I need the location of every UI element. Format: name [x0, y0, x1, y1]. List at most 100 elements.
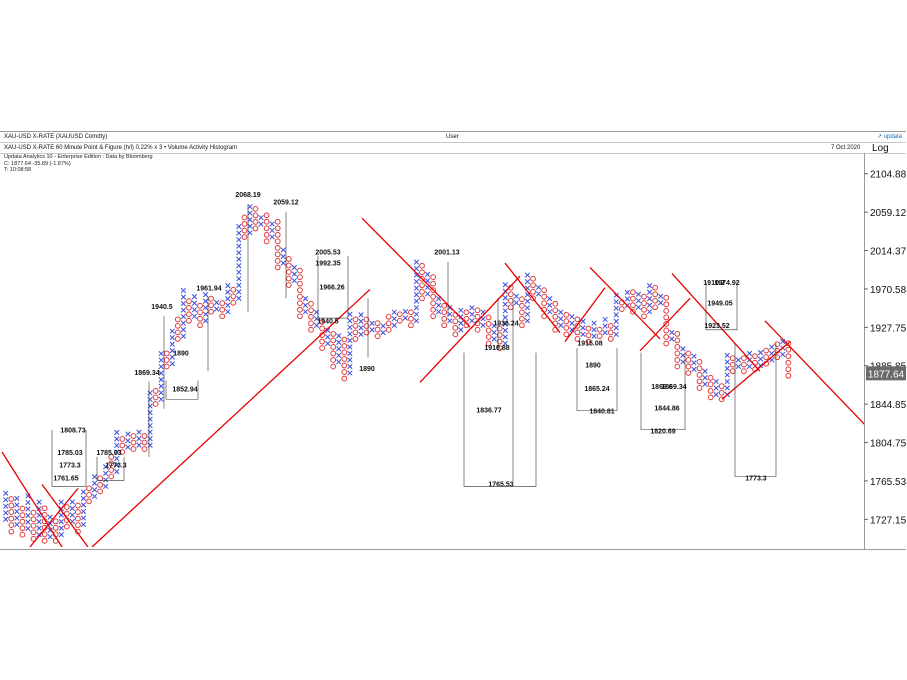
o-box [374, 320, 381, 327]
o-box [274, 238, 281, 245]
x-box [47, 534, 53, 540]
x-box [236, 289, 242, 295]
o-box [108, 454, 115, 460]
x-box [347, 318, 353, 324]
x-box [236, 236, 242, 243]
title-bar: XAU-USD X-RATE (XAUUSD Comdty) User ↗ up… [0, 132, 906, 143]
o-box [696, 365, 703, 372]
o-box [763, 347, 770, 354]
o-box [86, 485, 92, 492]
o-box [741, 368, 747, 375]
x-box [236, 256, 242, 262]
o-box [519, 315, 525, 322]
x-box [702, 368, 708, 374]
o-box [208, 295, 215, 302]
o-box [707, 387, 714, 394]
x-box [202, 298, 209, 304]
x-box [169, 361, 175, 367]
y-tick-label: 1765.53 [870, 477, 907, 488]
x-box [602, 329, 608, 336]
x-box [347, 344, 353, 350]
o-box [108, 473, 115, 480]
o-box [297, 313, 303, 320]
x-box [569, 314, 575, 320]
x-box [80, 521, 87, 528]
o-box [141, 433, 148, 439]
x-box [513, 293, 520, 299]
o-box [330, 330, 337, 337]
x-box [369, 327, 375, 333]
o-box [297, 267, 303, 274]
o-box [507, 297, 514, 304]
o-box [530, 282, 536, 289]
o-box [441, 322, 448, 329]
o-box [352, 336, 359, 342]
x-box [114, 436, 120, 442]
o-box [163, 363, 170, 370]
updata-logo[interactable]: ↗ updata [876, 134, 902, 140]
x-box [247, 223, 253, 229]
o-box [607, 322, 614, 329]
o-box [341, 343, 348, 349]
trend-line [41, 484, 89, 547]
o-box [130, 439, 137, 446]
o-box [274, 231, 281, 238]
x-box [58, 525, 64, 531]
o-box [607, 336, 614, 342]
x-box [713, 391, 719, 398]
o-box [208, 308, 215, 315]
o-box [230, 299, 237, 306]
x-box [413, 285, 420, 291]
price-label: 1844.86 [654, 406, 679, 413]
x-box [402, 315, 409, 321]
price-label: 1836.77 [476, 408, 501, 415]
price-label: 1961.94 [196, 285, 221, 292]
chart-date: 7 Oct 2020 [831, 145, 861, 151]
o-box [641, 306, 647, 313]
x-box [713, 385, 719, 391]
x-box [191, 307, 198, 313]
o-box [485, 314, 492, 321]
x-box [80, 508, 87, 515]
x-box [269, 227, 275, 234]
o-box [685, 370, 692, 376]
o-box [674, 363, 681, 370]
o-box [374, 333, 381, 340]
o-box [297, 293, 303, 300]
o-box [663, 314, 670, 321]
y-tick-label: 2104.88 [870, 170, 907, 181]
target-bracket [165, 380, 199, 400]
o-box [330, 337, 337, 344]
x-box [613, 325, 619, 331]
trend-line [361, 217, 471, 328]
o-box [263, 212, 270, 219]
o-box [718, 389, 725, 396]
x-box [558, 309, 564, 315]
scale-mode[interactable]: Log [872, 143, 889, 154]
o-box [97, 481, 104, 488]
o-box [263, 231, 270, 238]
x-box [25, 525, 31, 532]
x-box [613, 305, 619, 311]
chart-title: XAU-USD X-RATE 60 Minute Point & Figure … [4, 145, 238, 151]
o-box [663, 294, 670, 301]
x-box [724, 365, 730, 372]
o-box [219, 300, 226, 307]
x-box [236, 223, 242, 230]
x-box [680, 352, 686, 359]
x-box [746, 363, 753, 370]
o-box [341, 375, 348, 382]
x-box [14, 502, 20, 508]
price-label: 1923.52 [704, 323, 729, 330]
x-box [247, 203, 253, 210]
o-box [141, 439, 148, 446]
price-label: 1869.34 [661, 384, 686, 391]
x-box [380, 329, 386, 336]
o-box [341, 349, 348, 356]
o-box [419, 275, 425, 282]
x-box [524, 278, 531, 285]
x-box [524, 318, 531, 324]
o-box [408, 309, 414, 316]
o-box [174, 316, 181, 323]
o-box [363, 316, 370, 323]
